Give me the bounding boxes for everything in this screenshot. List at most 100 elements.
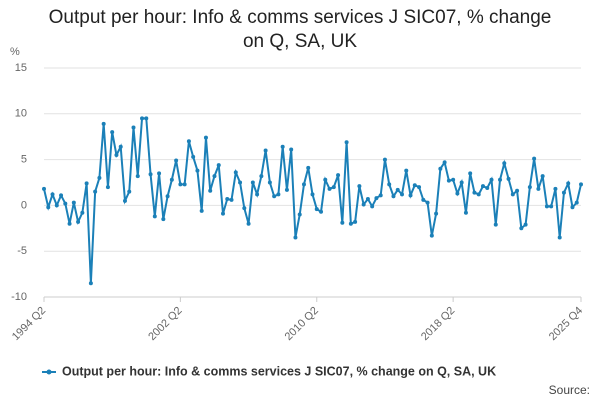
point xyxy=(480,184,485,189)
point xyxy=(421,197,426,202)
point xyxy=(455,191,460,196)
point xyxy=(195,168,200,173)
point xyxy=(242,206,247,211)
point xyxy=(510,192,515,197)
point xyxy=(314,207,319,212)
x-tick-label: 2018 Q2 xyxy=(419,305,457,343)
point xyxy=(463,210,468,215)
point xyxy=(540,174,545,179)
y-tick-label: 5 xyxy=(21,154,27,166)
point xyxy=(459,180,464,185)
point xyxy=(357,184,362,189)
point xyxy=(165,194,170,199)
point xyxy=(212,174,217,179)
point xyxy=(515,188,520,193)
x-tick-label: 2002 Q2 xyxy=(146,305,184,343)
point xyxy=(63,201,68,206)
point xyxy=(157,171,162,176)
source: Source: xyxy=(549,383,590,397)
point xyxy=(152,214,157,219)
point xyxy=(400,192,404,197)
point xyxy=(544,204,549,209)
point xyxy=(88,281,93,286)
point xyxy=(97,175,102,180)
point xyxy=(267,180,272,185)
point xyxy=(246,221,251,226)
point xyxy=(387,182,392,187)
point xyxy=(110,130,115,135)
point xyxy=(272,194,277,199)
point xyxy=(50,192,55,197)
point xyxy=(289,147,294,152)
point xyxy=(101,121,106,126)
point xyxy=(336,173,341,178)
point xyxy=(340,220,345,225)
point xyxy=(280,144,285,149)
point xyxy=(144,116,149,121)
point xyxy=(536,186,541,191)
point xyxy=(238,180,243,185)
point xyxy=(370,204,375,209)
point xyxy=(259,174,264,179)
point xyxy=(412,183,417,188)
point xyxy=(395,187,400,192)
point xyxy=(225,196,230,201)
point xyxy=(284,187,289,192)
point xyxy=(319,209,324,214)
point xyxy=(216,163,221,168)
point xyxy=(417,185,422,190)
point xyxy=(293,235,298,240)
point xyxy=(404,168,409,173)
point xyxy=(378,193,383,198)
point xyxy=(485,185,490,190)
y-axis-label: % xyxy=(10,46,20,58)
x-tick-label: 1994 Q2 xyxy=(10,305,48,343)
point xyxy=(76,219,81,224)
point xyxy=(344,140,349,145)
point xyxy=(71,200,76,205)
point xyxy=(122,198,127,203)
legend-label: Output per hour: Info & comms services J… xyxy=(62,364,496,378)
point xyxy=(67,221,72,226)
point xyxy=(442,160,447,165)
point xyxy=(331,185,336,190)
point xyxy=(199,208,204,213)
point xyxy=(566,181,571,186)
point xyxy=(327,186,332,191)
point xyxy=(570,205,575,210)
point xyxy=(297,212,302,217)
point xyxy=(472,190,477,195)
point xyxy=(301,182,306,187)
point xyxy=(54,203,59,208)
point xyxy=(169,177,174,182)
point xyxy=(446,178,451,183)
point xyxy=(425,200,430,205)
point xyxy=(489,177,494,182)
point xyxy=(468,171,473,176)
point xyxy=(42,186,46,191)
point xyxy=(549,204,554,209)
point xyxy=(348,221,353,226)
point xyxy=(135,174,140,179)
point xyxy=(353,219,358,224)
point xyxy=(84,181,89,186)
point xyxy=(148,172,153,177)
point xyxy=(186,139,191,144)
point xyxy=(93,189,98,194)
point xyxy=(438,166,443,171)
point xyxy=(374,196,379,201)
point xyxy=(174,158,179,163)
chart-title: Output per hour: Info & comms services J… xyxy=(48,7,552,52)
point xyxy=(561,190,566,195)
point xyxy=(131,125,136,130)
point xyxy=(519,226,524,231)
legend-marker xyxy=(46,369,52,375)
y-tick-label: 0 xyxy=(21,199,27,211)
point xyxy=(527,185,532,190)
point xyxy=(391,194,396,199)
point xyxy=(493,222,498,227)
point xyxy=(382,157,387,162)
point xyxy=(221,211,225,216)
